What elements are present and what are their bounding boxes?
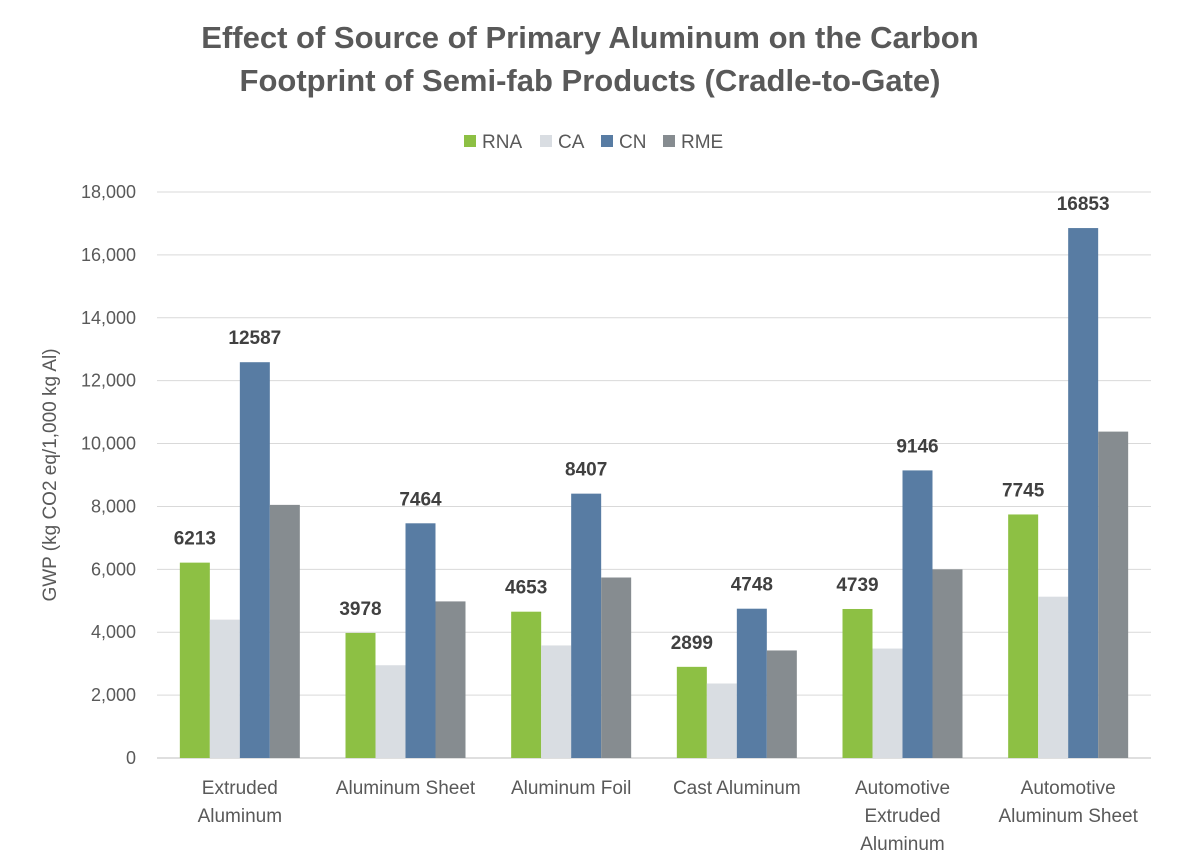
bar-ca: [872, 648, 903, 758]
legend-label-rme: RME: [681, 132, 723, 153]
bar-ca: [1038, 596, 1069, 758]
gridlines: [157, 191, 1151, 759]
bar-cn: [1068, 228, 1099, 758]
bar-rme: [766, 650, 797, 758]
y-tick-label: 4,000: [91, 622, 136, 642]
chart-title: Effect of Source of Primary Aluminum on …: [201, 20, 978, 98]
bar-cn: [239, 362, 270, 758]
legend-swatch-ca: [540, 135, 552, 147]
data-label-rna: 2899: [671, 633, 713, 654]
legend-swatch-rme: [663, 135, 675, 147]
y-tick-label: 2,000: [91, 685, 136, 705]
bar-ca: [541, 645, 572, 758]
y-tick-label: 18,000: [81, 182, 136, 202]
data-label-rna: 3978: [339, 599, 381, 620]
legend-label-cn: CN: [619, 132, 646, 153]
y-tick-label: 6,000: [91, 559, 136, 579]
x-category-label: Cast Aluminum: [673, 778, 801, 799]
data-label-rna: 7745: [1002, 480, 1045, 501]
data-label-rna: 4653: [505, 578, 547, 599]
data-label-cn: 4748: [731, 575, 773, 596]
bar-rme: [1098, 431, 1129, 758]
bar-rme: [601, 577, 632, 758]
legend-label-rna: RNA: [482, 132, 522, 153]
data-label-rna: 6213: [174, 529, 216, 550]
x-category-label: Automotive Extruded Aluminum: [855, 778, 950, 855]
legend-swatch-rna: [464, 135, 476, 147]
x-axis-categories: Extruded Aluminum Aluminum Sheet Aluminum F…: [198, 778, 1139, 855]
chart-title-line: Effect of Source of Primary Aluminum on …: [201, 20, 978, 55]
bar-ca: [375, 665, 406, 758]
data-label-cn: 9146: [896, 436, 938, 457]
y-tick-label: 0: [126, 748, 136, 768]
data-labels: 6213 12587 3978 7464 4653 8407 2899 4748 4739 914…: [174, 194, 1110, 654]
bar-rna: [1008, 514, 1039, 758]
bars: [179, 228, 1129, 758]
y-tick-label: 10,000: [81, 434, 136, 454]
x-category-label: Aluminum Foil: [511, 778, 631, 799]
x-category-label: Extruded Aluminum: [198, 778, 282, 827]
chart-legend: RNA CA CN RME: [464, 132, 723, 153]
bar-rme: [932, 569, 963, 758]
legend-label-ca: CA: [558, 132, 585, 153]
data-label-cn: 12587: [228, 328, 281, 349]
data-label-cn: 16853: [1057, 194, 1110, 215]
y-axis-title: GWP (kg CO2 eq/1,000 kg Al): [40, 348, 61, 601]
legend-swatch-cn: [601, 135, 613, 147]
bar-ca: [706, 683, 737, 758]
bar-rme: [435, 601, 466, 758]
bar-cn: [405, 523, 436, 758]
chart-title-line: Footprint of Semi-fab Products (Cradle-t…: [240, 63, 941, 98]
y-tick-label: 14,000: [81, 308, 136, 328]
bar-rna: [842, 608, 873, 758]
y-axis-title-text: GWP (kg CO2 eq/1,000 kg Al): [40, 348, 61, 601]
data-label-cn: 7464: [399, 489, 442, 510]
bar-ca: [209, 619, 240, 758]
bar-cn: [902, 470, 933, 758]
x-category-label: Aluminum Sheet: [336, 778, 476, 799]
x-category-label: Automotive Aluminum Sheet: [998, 778, 1138, 827]
y-tick-label: 16,000: [81, 245, 136, 265]
bar-rna: [511, 611, 542, 758]
bar-cn: [736, 608, 767, 758]
bar-rna: [676, 666, 707, 758]
bar-rna: [179, 562, 210, 758]
y-tick-label: 12,000: [81, 371, 136, 391]
data-label-cn: 8407: [565, 460, 607, 481]
y-tick-label: 8,000: [91, 496, 136, 516]
bar-rna: [345, 632, 376, 758]
bar-rme: [269, 504, 300, 758]
y-axis-ticks: 0 2,000 4,000 6,000 8,000 10,000 12,000 14,000 1…: [81, 182, 136, 768]
data-label-rna: 4739: [836, 575, 878, 596]
bar-cn: [571, 493, 602, 758]
